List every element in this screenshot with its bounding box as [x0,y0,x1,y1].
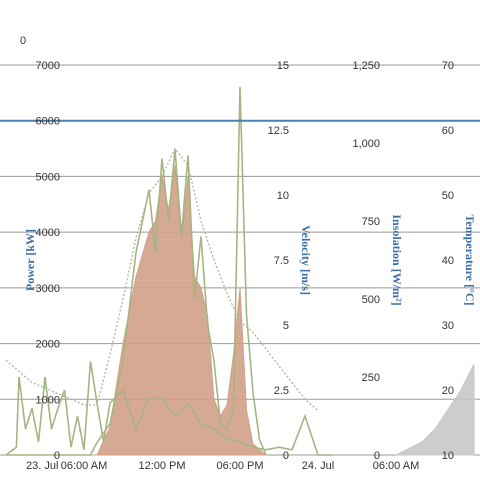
tick-label-velocity: 7.5 [274,255,289,267]
tick-label-power: 7000 [36,60,60,72]
axis-title-insolation: Insolation [W/m²] [390,214,404,305]
tick-label-insolation: 500 [362,294,380,306]
axis-title-temperature: Temperature [°C] [463,214,477,305]
x-tick-label: 06:00 AM [61,460,107,472]
tick-label-velocity: 0 [283,450,289,462]
tick-label-velocity: 10 [277,190,289,202]
x-tick-label: 12:00 PM [138,460,185,472]
tick-label-temperature: 40 [442,255,454,267]
tick-label-insolation: 250 [362,372,380,384]
series-insolation_line [6,86,267,456]
x-tick-label: 06:00 PM [216,460,263,472]
tick-label-temperature: 60 [442,125,454,137]
axis-title-velocity: Velocity [m/s] [299,225,313,295]
corner-label: 0 [20,35,26,47]
tick-label-power: 0 [54,450,60,462]
tick-label-temperature: 70 [442,60,454,72]
tick-label-insolation: 750 [362,216,380,228]
tick-label-velocity: 2.5 [274,385,289,397]
tick-label-power: 6000 [36,116,60,128]
axis-title-power: Power [kW] [23,229,37,291]
tick-label-velocity: 15 [277,60,289,72]
series-layer [5,86,475,456]
tick-label-power: 1000 [36,394,60,406]
x-tick-label: 06:00 AM [373,460,419,472]
tick-label-insolation: 0 [374,450,380,462]
series-temperature_area [395,363,475,456]
tick-label-insolation: 1,000 [352,138,380,150]
tick-label-power: 4000 [36,227,60,239]
series-power_area [6,165,268,456]
tick-label-temperature: 50 [442,190,454,202]
x-tick-label: 24. Jul [302,460,334,472]
x-tick-label: 23. Jul [26,460,58,472]
tick-label-power: 5000 [36,171,60,183]
tick-label-temperature: 10 [442,450,454,462]
tick-label-power: 2000 [36,339,60,351]
tick-label-velocity: 12.5 [268,125,289,137]
tick-label-velocity: 5 [283,320,289,332]
tick-label-temperature: 30 [442,320,454,332]
tick-label-insolation: 1,250 [352,60,380,72]
tick-label-temperature: 20 [442,385,454,397]
tick-label-power: 3000 [36,283,60,295]
series-velocity_line [5,361,331,456]
